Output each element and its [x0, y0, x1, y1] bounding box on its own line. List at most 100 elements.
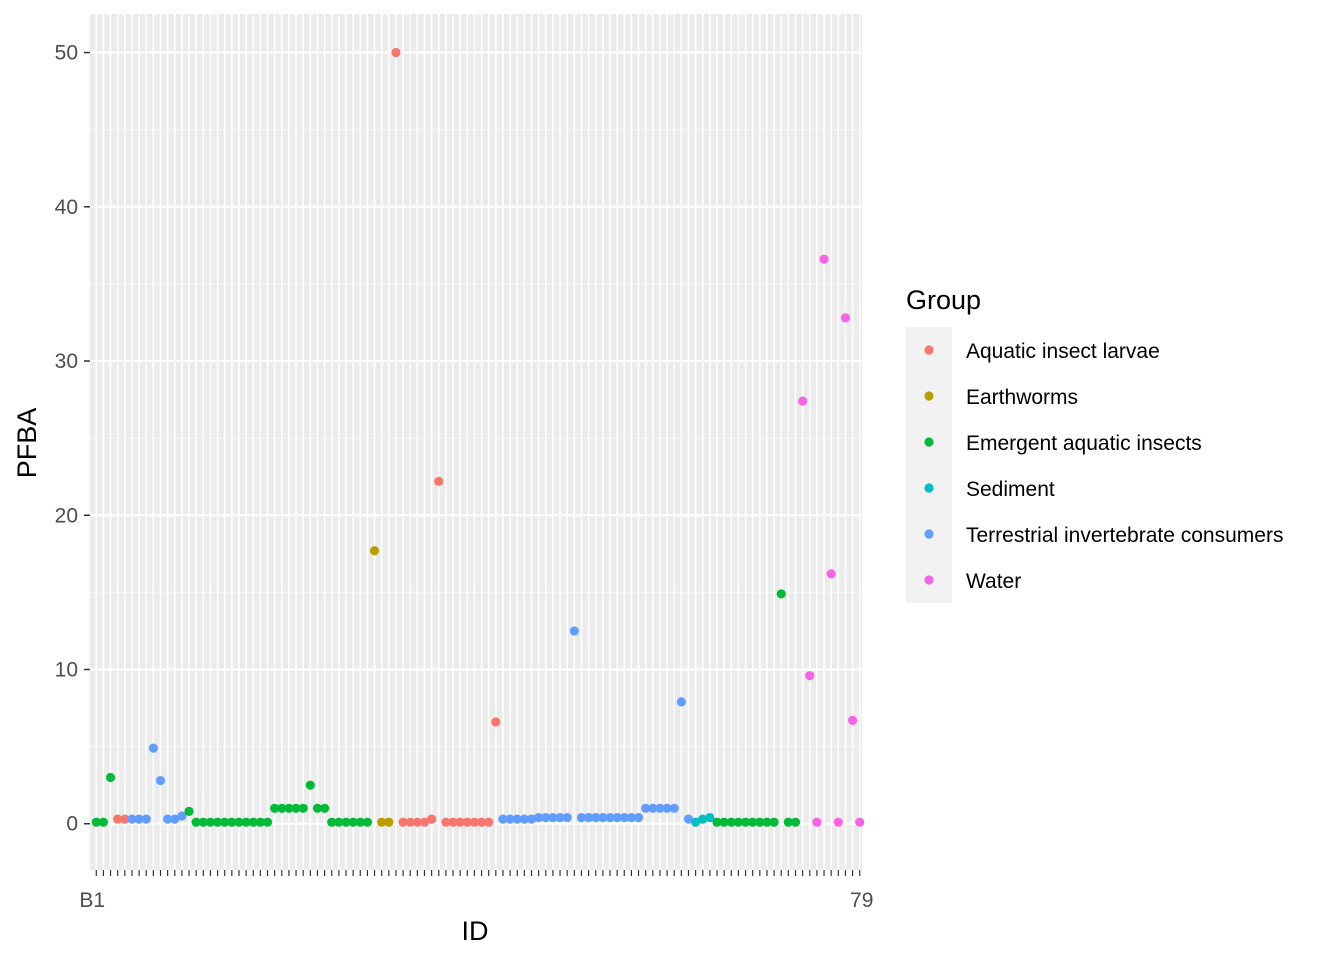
- data-point: [655, 803, 665, 813]
- data-point: [519, 814, 529, 824]
- legend-key: [924, 483, 934, 493]
- data-point: [819, 254, 829, 264]
- data-point: [798, 396, 808, 406]
- data-point: [826, 569, 836, 579]
- data-point: [227, 817, 237, 827]
- x-tick-label: 79: [850, 889, 873, 912]
- data-point: [177, 811, 187, 821]
- data-point: [341, 817, 351, 827]
- panel-background: [90, 14, 862, 870]
- data-point: [398, 817, 408, 827]
- data-point: [327, 817, 337, 827]
- data-point: [148, 743, 158, 753]
- data-point: [155, 775, 166, 786]
- data-point: [691, 817, 701, 827]
- data-point: [526, 814, 537, 824]
- data-point: [812, 817, 822, 827]
- legend-label: Sediment: [966, 478, 1055, 501]
- data-point: [270, 803, 280, 813]
- data-point: [633, 812, 644, 823]
- x-tick-label: B1: [79, 889, 105, 912]
- legend-items: Aquatic insect larvae Earthworms Emergent …: [924, 340, 1283, 593]
- data-point: [134, 814, 144, 824]
- data-point: [412, 817, 422, 827]
- data-point: [548, 812, 558, 823]
- data-point: [805, 671, 815, 681]
- data-point: [498, 814, 508, 824]
- data-point: [733, 817, 744, 827]
- data-point: [847, 715, 858, 725]
- data-point: [120, 814, 130, 824]
- legend-key-background: [906, 327, 952, 603]
- data-point: [605, 812, 615, 823]
- data-point: [491, 717, 501, 727]
- data-point: [576, 812, 587, 823]
- y-tick-label: 40: [55, 196, 78, 219]
- data-point: [198, 817, 208, 827]
- data-point: [212, 817, 223, 827]
- data-point: [762, 817, 772, 827]
- data-point: [248, 817, 258, 827]
- data-point: [334, 817, 344, 827]
- data-point: [319, 803, 330, 813]
- data-point: [755, 817, 765, 827]
- data-point: [191, 817, 201, 827]
- data-point: [427, 814, 437, 824]
- legend-key: [924, 529, 934, 539]
- data-point: [612, 812, 622, 823]
- data-point: [377, 817, 387, 827]
- data-point: [619, 812, 629, 823]
- data-point: [598, 812, 608, 823]
- legend-label: Emergent aquatic insects: [966, 432, 1202, 455]
- data-point: [719, 817, 729, 827]
- data-point: [840, 313, 851, 323]
- data-point: [234, 817, 244, 827]
- data-point: [534, 812, 544, 823]
- data-point: [505, 814, 515, 824]
- data-point: [419, 817, 430, 827]
- data-point: [469, 817, 480, 827]
- data-point: [541, 812, 551, 823]
- data-point: [783, 817, 793, 827]
- data-point: [591, 812, 601, 823]
- y-tick-label: 10: [55, 658, 78, 681]
- grid-lines: [90, 14, 862, 870]
- data-point: [455, 817, 465, 827]
- data-point: [790, 817, 801, 827]
- data-point: [262, 817, 273, 827]
- data-point: [184, 806, 194, 816]
- legend-key: [924, 345, 934, 355]
- data-point: [484, 817, 494, 827]
- data-point: [726, 817, 736, 827]
- data-point: [769, 817, 779, 827]
- data-point: [583, 812, 594, 823]
- y-tick-label: 50: [55, 42, 78, 65]
- data-point: [369, 546, 380, 556]
- data-point: [205, 817, 216, 827]
- legend-label: Water: [966, 570, 1021, 593]
- data-point: [569, 626, 579, 636]
- data-point: [255, 817, 265, 827]
- data-point: [434, 476, 444, 486]
- data-point: [669, 803, 679, 813]
- y-tick-label: 30: [55, 350, 78, 373]
- data-point: [833, 817, 843, 827]
- data-point: [562, 812, 572, 823]
- legend-title: Group: [906, 285, 981, 315]
- data-point: [298, 803, 308, 813]
- data-point: [705, 812, 715, 823]
- data-point: [776, 589, 786, 599]
- data-point: [462, 817, 472, 827]
- data-point: [91, 817, 101, 827]
- legend-key: [924, 391, 934, 401]
- data-point: [355, 817, 365, 827]
- data-point: [441, 817, 451, 827]
- data-point: [712, 817, 722, 827]
- data-point: [305, 780, 315, 790]
- y-axis-title: PFBA: [12, 408, 42, 479]
- data-point: [683, 814, 694, 824]
- legend: Group Aquatic insect larvae Earthworms Eme…: [906, 285, 1283, 603]
- data-points: [91, 47, 865, 827]
- y-axis: 0 10 20 30 40 50: [55, 42, 90, 836]
